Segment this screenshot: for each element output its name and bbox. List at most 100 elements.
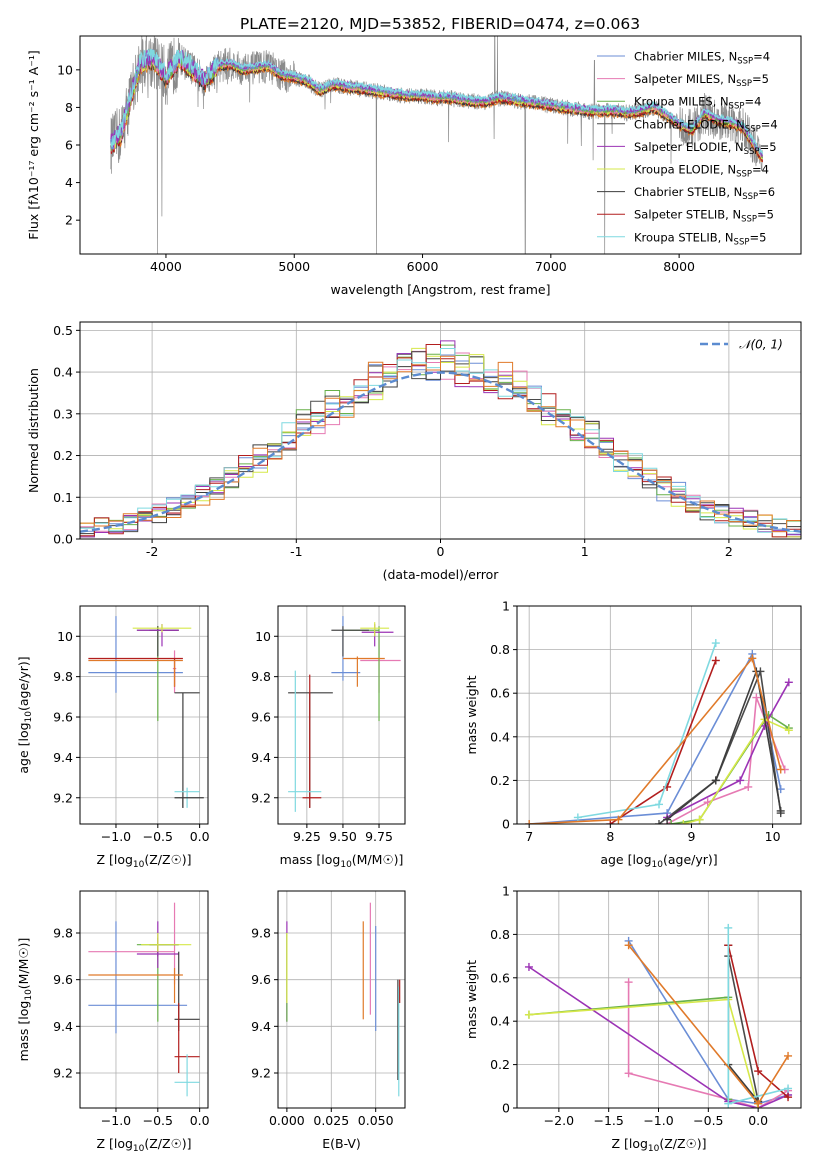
legend-label-main: Chabrier STELIB, N — [634, 185, 742, 199]
x-tick-label: 1 — [581, 544, 589, 559]
x-tick-label: 9.25 — [293, 829, 321, 844]
y-tick-label: 9.6 — [53, 972, 73, 987]
legend-label-main: Kroupa ELODIE, N — [634, 163, 736, 177]
y-tick-label: 9.4 — [53, 1019, 73, 1034]
legend-label: Kroupa MILES, NSSP=4 — [634, 95, 761, 112]
y-tick-label: 0.3 — [53, 406, 73, 421]
y-axis-label-main: age [log — [16, 722, 31, 773]
series-marker-kroupa_stelib — [724, 1099, 733, 1108]
axes-frame: 0.000 0.025 0.050 9.2 9.4 9.6 9.8 E(B-V) — [251, 890, 406, 1151]
y-tick-label: 10 — [255, 629, 271, 644]
x-tick-label: 7000 — [535, 259, 567, 274]
y-tick-label: 9.2 — [53, 1066, 73, 1081]
x-tick-label: −2.0 — [544, 1113, 574, 1128]
x-axis-label-subscript: 10 — [340, 860, 352, 870]
legend-label: Kroupa STELIB, NSSP=5 — [634, 230, 766, 247]
series-marker-kroupa_stelib — [573, 813, 582, 822]
y-axis-label: mass weight — [464, 675, 479, 754]
y-tick-label: 4 — [65, 175, 73, 190]
series-marker-kroupa_elodie — [784, 726, 793, 735]
series-marker-chabrier_elodie — [655, 820, 663, 824]
series-marker-kroupa_elodie — [524, 1010, 533, 1019]
series-marker-orange — [748, 654, 757, 663]
y-tick-label: 9.8 — [53, 669, 73, 684]
x-axis-label-rest: (age/yr)] — [663, 852, 718, 867]
series-marker-salpeter_elodie — [784, 678, 793, 687]
x-axis-label-main: Z [log — [96, 852, 132, 867]
x-tick-label: 0.000 — [269, 1113, 305, 1128]
legend-label-subscript: SSP — [744, 147, 760, 157]
x-tick-label: −0.5 — [693, 1113, 723, 1128]
plot-content — [288, 616, 401, 812]
x-tick-label: -1 — [290, 544, 302, 559]
series-marker-kroupa_miles — [667, 820, 676, 824]
x-tick-label: 9.50 — [329, 829, 357, 844]
mass-vs-extinction-panel: 0.000 0.025 0.050 9.2 9.4 9.6 9.8 E(B-V) — [251, 890, 406, 1151]
residual-histogram-panel: -2 -1 0 1 2 0.0 0.1 0.2 0.3 0.4 0.5 (data-model)/er… — [26, 321, 802, 582]
plot-background — [278, 606, 405, 824]
series-marker-kroupa_stelib — [784, 1084, 793, 1093]
axes-border — [516, 605, 802, 825]
legend-label-subscript: SSP — [736, 79, 752, 89]
y-tick-label: 0.4 — [490, 729, 510, 744]
y-tick-label: 0.0 — [53, 532, 73, 547]
plot-content — [525, 639, 793, 824]
y-tick-label: 0.6 — [490, 686, 510, 701]
x-tick-label: 6000 — [407, 259, 439, 274]
y-tick-label: 0.4 — [490, 1014, 510, 1029]
plot-background — [517, 891, 801, 1108]
y-tick-label: 9.2 — [251, 1066, 271, 1081]
series-line-chabrier_stelib — [666, 668, 782, 821]
series-marker-orange — [614, 815, 623, 824]
legend-label: Salpeter MILES, NSSP=5 — [634, 72, 769, 89]
x-axis-label-rest: (Z/Z☉)] — [144, 852, 191, 867]
y-tick-label: 9.6 — [53, 710, 73, 725]
model-spectrum-kroupa_stelib — [110, 48, 763, 155]
y-tick-label: 9.4 — [251, 1019, 271, 1034]
x-axis-label-subscript: 10 — [652, 860, 664, 870]
x-tick-label: −1.0 — [101, 1113, 131, 1128]
y-tick-label: 9.8 — [251, 669, 271, 684]
series-marker-salpeter_elodie — [736, 776, 745, 785]
x-axis-label-subscript: 10 — [648, 1144, 660, 1154]
series-marker-orange — [776, 765, 785, 774]
legend-label-subscript: SSP — [734, 237, 750, 247]
x-tick-label: 2 — [725, 544, 733, 559]
legend-label: Salpeter STELIB, NSSP=5 — [634, 208, 774, 225]
legend-label: Chabrier ELODIE, NSSP=4 — [634, 117, 778, 134]
legend-label-subscript: SSP — [729, 102, 745, 112]
x-axis-label-rest: (Z/Z☉)] — [659, 1136, 706, 1151]
histogram-step-orange — [80, 355, 801, 533]
x-axis-label: Z [log10(Z/Z☉)] — [96, 852, 191, 870]
series-marker-orange — [754, 1099, 763, 1108]
series-line-salpeter_elodie — [666, 681, 790, 819]
x-tick-label: 10 — [765, 829, 781, 844]
legend-label-main: Chabrier ELODIE, N — [634, 117, 745, 131]
x-axis-label: (data-model)/error — [383, 567, 500, 582]
series-marker-salpeter_miles — [744, 782, 753, 791]
series-line-orange — [529, 656, 782, 824]
y-tick-label: 9.8 — [53, 926, 73, 941]
series-marker-kroupa_stelib — [724, 923, 733, 932]
plot-content — [286, 902, 401, 1097]
x-tick-label: 9.75 — [365, 829, 393, 844]
legend-label-count: =5 — [757, 208, 774, 222]
series-marker-salpeter_stelib — [711, 656, 720, 665]
legend-label: 𝒩(0, 1) — [739, 338, 783, 352]
x-axis-label-rest: (Z/Z☉)] — [144, 1136, 191, 1151]
legend-label-subscript: SSP — [737, 57, 753, 67]
series-line-chabrier_elodie — [727, 955, 759, 1102]
series-marker-orange — [525, 820, 534, 824]
x-axis-label-rest: (M/M☉)] — [352, 852, 404, 867]
y-axis-label: mass weight — [464, 960, 479, 1039]
series-marker-salpeter_miles — [624, 1069, 633, 1078]
figure-title: PLATE=2120, MJD=53852, FIBERID=0474, z=0… — [240, 15, 640, 33]
legend: 𝒩(0, 1) — [700, 338, 783, 352]
x-tick-label: 7 — [525, 829, 533, 844]
y-axis-label: mass [log10(M/M☉)] — [16, 938, 34, 1062]
x-tick-label: 0.0 — [190, 1113, 210, 1128]
